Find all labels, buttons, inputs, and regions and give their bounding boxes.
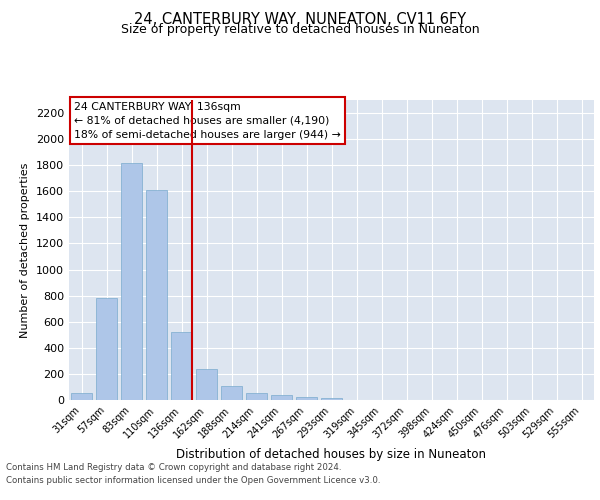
Bar [321,398,342,400]
Bar [146,190,167,400]
Bar [71,394,92,400]
X-axis label: Distribution of detached houses by size in Nuneaton: Distribution of detached houses by size … [176,448,487,461]
Text: Size of property relative to detached houses in Nuneaton: Size of property relative to detached ho… [121,22,479,36]
Text: 24, CANTERBURY WAY, NUNEATON, CV11 6FY: 24, CANTERBURY WAY, NUNEATON, CV11 6FY [134,12,466,28]
Bar [96,298,117,400]
Bar [246,393,267,400]
Bar [171,332,192,400]
Bar [221,386,242,400]
Bar [121,162,142,400]
Y-axis label: Number of detached properties: Number of detached properties [20,162,31,338]
Text: Contains HM Land Registry data © Crown copyright and database right 2024.: Contains HM Land Registry data © Crown c… [6,464,341,472]
Text: Contains public sector information licensed under the Open Government Licence v3: Contains public sector information licen… [6,476,380,485]
Bar [271,395,292,400]
Bar [296,398,317,400]
Bar [196,370,217,400]
Text: 24 CANTERBURY WAY: 136sqm
← 81% of detached houses are smaller (4,190)
18% of se: 24 CANTERBURY WAY: 136sqm ← 81% of detac… [74,102,341,140]
